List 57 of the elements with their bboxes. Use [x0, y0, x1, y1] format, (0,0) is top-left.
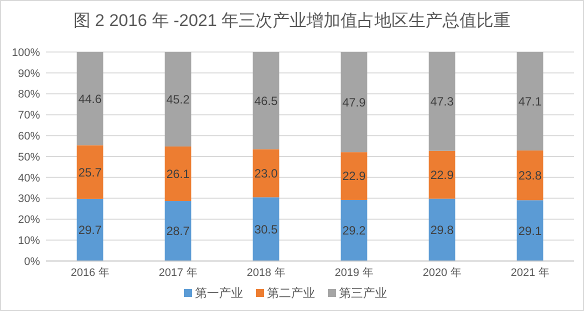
bar [164, 146, 192, 202]
data-label: 46.5 [254, 94, 278, 108]
bar [76, 52, 104, 146]
bar [428, 52, 456, 151]
y-tick-label: 80% [18, 88, 40, 101]
y-tick-label: 100% [12, 46, 40, 59]
data-label: 29.8 [430, 223, 454, 238]
chart-title: 图 2 2016 年 -2021 年三次产业增加值占地区生产总值比重 [73, 11, 511, 30]
y-tick-label: 10% [18, 234, 40, 247]
x-tick-label: 2017 年 [158, 267, 198, 279]
bar [76, 145, 104, 199]
bar [340, 52, 368, 152]
bar [516, 200, 544, 261]
data-label: 29.1 [518, 224, 542, 238]
data-label: 23.8 [518, 168, 542, 183]
x-tick-label: 2019 年 [334, 267, 374, 279]
data-label: 25.7 [78, 165, 102, 180]
legend-label: 第一产业 [195, 286, 243, 300]
data-label: 28.7 [166, 224, 190, 238]
data-label: 44.6 [78, 92, 102, 106]
data-label: 45.2 [166, 92, 190, 106]
data-label: 29.2 [342, 224, 366, 238]
data-label: 22.9 [342, 169, 366, 184]
bar [516, 52, 544, 150]
bar [428, 198, 456, 261]
y-tick-label: 70% [18, 110, 40, 122]
data-label: 23.0 [254, 166, 278, 180]
bar [252, 149, 280, 198]
data-label: 26.1 [166, 166, 190, 181]
legend-label: 第二产业 [267, 286, 315, 300]
x-tick-label: 2016 年 [70, 267, 110, 279]
bar [76, 198, 104, 261]
bar [428, 150, 456, 199]
data-label: 29.7 [78, 223, 102, 238]
y-tick-label: 0% [24, 256, 40, 268]
y-tick-label: 40% [18, 172, 40, 184]
data-label: 22.9 [430, 168, 454, 182]
bar [164, 52, 192, 146]
data-label: 30.5 [254, 222, 278, 236]
data-label: 47.1 [518, 94, 542, 108]
bar [252, 197, 280, 261]
data-label: 47.9 [342, 95, 366, 110]
y-tick-label: 20% [18, 214, 40, 226]
legend-label: 第三产业 [339, 286, 387, 300]
x-tick-label: 2021 年 [510, 267, 550, 279]
x-tick-label: 2020 年 [422, 267, 462, 279]
bar [252, 52, 280, 150]
bar [340, 152, 368, 200]
bar [340, 200, 368, 261]
data-label: 47.3 [430, 94, 454, 109]
x-tick-label: 2018 年 [246, 267, 286, 279]
y-tick-label: 60% [18, 130, 40, 142]
bar [164, 201, 192, 261]
y-tick-label: 50% [18, 151, 40, 164]
y-tick-label: 30% [18, 193, 40, 206]
y-tick-label: 90% [18, 68, 40, 80]
bar [516, 150, 544, 200]
